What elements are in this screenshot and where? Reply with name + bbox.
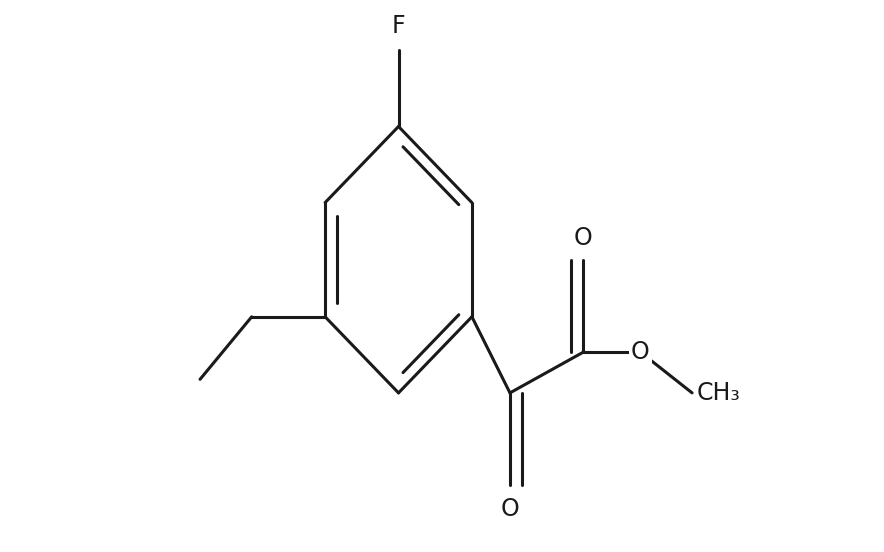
Text: CH₃: CH₃ <box>697 381 740 405</box>
Text: O: O <box>574 226 593 250</box>
Text: O: O <box>500 497 519 521</box>
Text: O: O <box>631 340 650 364</box>
Text: F: F <box>392 14 406 39</box>
